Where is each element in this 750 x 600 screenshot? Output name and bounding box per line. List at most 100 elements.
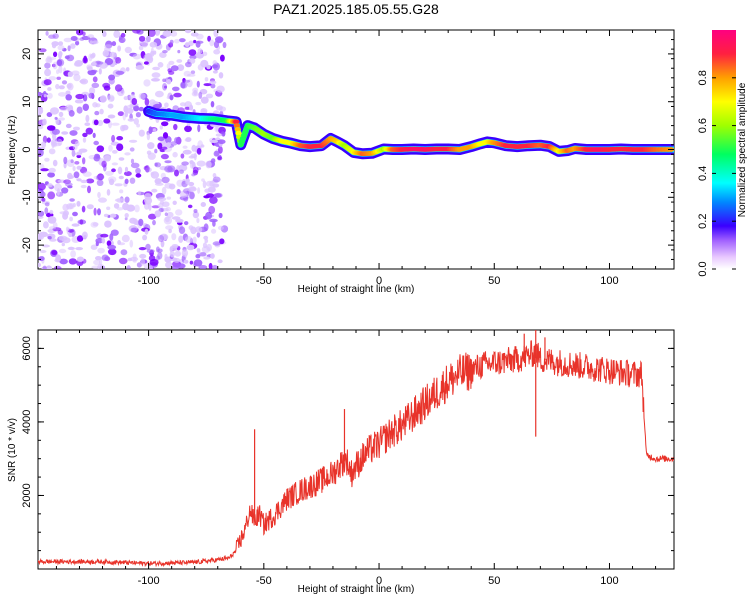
noise-blob: [212, 173, 217, 178]
noise-blob: [178, 226, 186, 234]
noise-blob: [120, 32, 126, 38]
noise-blob: [116, 197, 126, 204]
noise-blob: [172, 86, 180, 92]
noise-blob: [155, 90, 164, 98]
noise-blob: [191, 144, 197, 152]
noise-blob: [189, 260, 194, 265]
noise-blob: [49, 209, 54, 215]
noise-blob: [86, 66, 93, 71]
noise-blob: [54, 138, 61, 142]
noise-blob: [169, 94, 174, 101]
noise-blob: [177, 49, 181, 54]
noise-blob: [89, 87, 96, 95]
noise-blob: [129, 217, 137, 224]
noise-blob: [157, 136, 165, 142]
noise-blob: [93, 140, 99, 146]
noise-blob: [130, 227, 138, 233]
noise-blob: [80, 179, 88, 184]
noise-blob: [47, 92, 53, 99]
noise-blob: [124, 171, 132, 177]
noise-blob: [205, 160, 212, 169]
noise-blob: [171, 244, 179, 249]
noise-blob: [108, 176, 117, 183]
noise-blob: [211, 228, 217, 234]
noise-blob: [124, 196, 130, 203]
noise-blob: [190, 70, 196, 75]
noise-blob: [200, 59, 209, 68]
noise-blob: [111, 122, 120, 126]
noise-blob: [202, 242, 208, 249]
noise-blob: [148, 213, 157, 220]
noise-blob: [154, 178, 162, 185]
noise-blob: [107, 244, 117, 250]
noise-blob: [212, 241, 221, 246]
noise-blob: [82, 137, 87, 143]
noise-blob: [170, 65, 179, 72]
noise-blob: [61, 131, 69, 135]
noise-blob: [209, 39, 215, 47]
noise-blob: [192, 211, 200, 219]
noise-blob: [165, 225, 174, 230]
noise-blob: [209, 180, 215, 187]
noise-blob: [95, 241, 99, 247]
noise-blob: [221, 131, 226, 137]
noise-blob: [121, 234, 130, 243]
noise-blob: [168, 70, 175, 75]
noise-blob: [213, 49, 221, 55]
noise-blob: [185, 137, 192, 142]
noise-blob: [210, 101, 215, 108]
noise-blob: [70, 43, 76, 49]
noise-blob: [38, 182, 46, 191]
noise-blob: [96, 179, 104, 186]
noise-blob: [204, 238, 209, 243]
noise-blob: [118, 157, 125, 161]
noise-blob: [196, 147, 202, 155]
noise-blob: [106, 240, 112, 247]
noise-blob: [103, 155, 111, 162]
noise-blob: [73, 171, 80, 179]
noise-blob: [220, 54, 225, 62]
noise-blob: [110, 229, 119, 236]
noise-blob: [63, 37, 72, 43]
noise-blob: [165, 206, 171, 212]
noise-blob: [148, 126, 153, 134]
noise-blob: [175, 209, 183, 216]
x-tick-label: -100: [138, 575, 160, 587]
x-tick-label: 100: [600, 575, 618, 587]
noise-blob: [188, 181, 195, 187]
noise-blob: [82, 103, 90, 112]
noise-blob: [192, 87, 199, 94]
noise-blob: [152, 66, 161, 71]
noise-blob: [208, 205, 216, 214]
noise-blob: [93, 155, 101, 162]
noise-blob: [196, 160, 206, 167]
noise-blob: [218, 212, 223, 219]
noise-blob: [151, 205, 160, 209]
noise-blob: [44, 157, 50, 162]
noise-blob: [176, 189, 181, 195]
noise-blob: [42, 118, 47, 126]
noise-blob: [162, 83, 168, 91]
noise-blob: [65, 226, 70, 232]
noise-blob: [209, 218, 218, 223]
noise-blob: [98, 197, 107, 203]
noise-blob: [149, 41, 158, 48]
noise-blob: [149, 258, 159, 266]
noise-blob: [68, 232, 73, 237]
noise-blob: [135, 173, 142, 178]
noise-blob: [165, 261, 173, 269]
noise-blob: [97, 191, 101, 199]
noise-blob: [108, 144, 113, 152]
noise-blob: [108, 74, 116, 81]
noise-blob: [171, 265, 179, 269]
noise-blob: [120, 125, 126, 132]
noise-blob: [58, 85, 65, 90]
noise-blob: [106, 206, 111, 211]
noise-blob: [107, 94, 115, 103]
noise-blob: [70, 159, 74, 164]
noise-blob: [210, 83, 216, 89]
noise-blob: [46, 112, 53, 118]
noise-blob: [139, 253, 147, 259]
noise-blob: [144, 98, 150, 106]
noise-blob: [58, 41, 64, 46]
